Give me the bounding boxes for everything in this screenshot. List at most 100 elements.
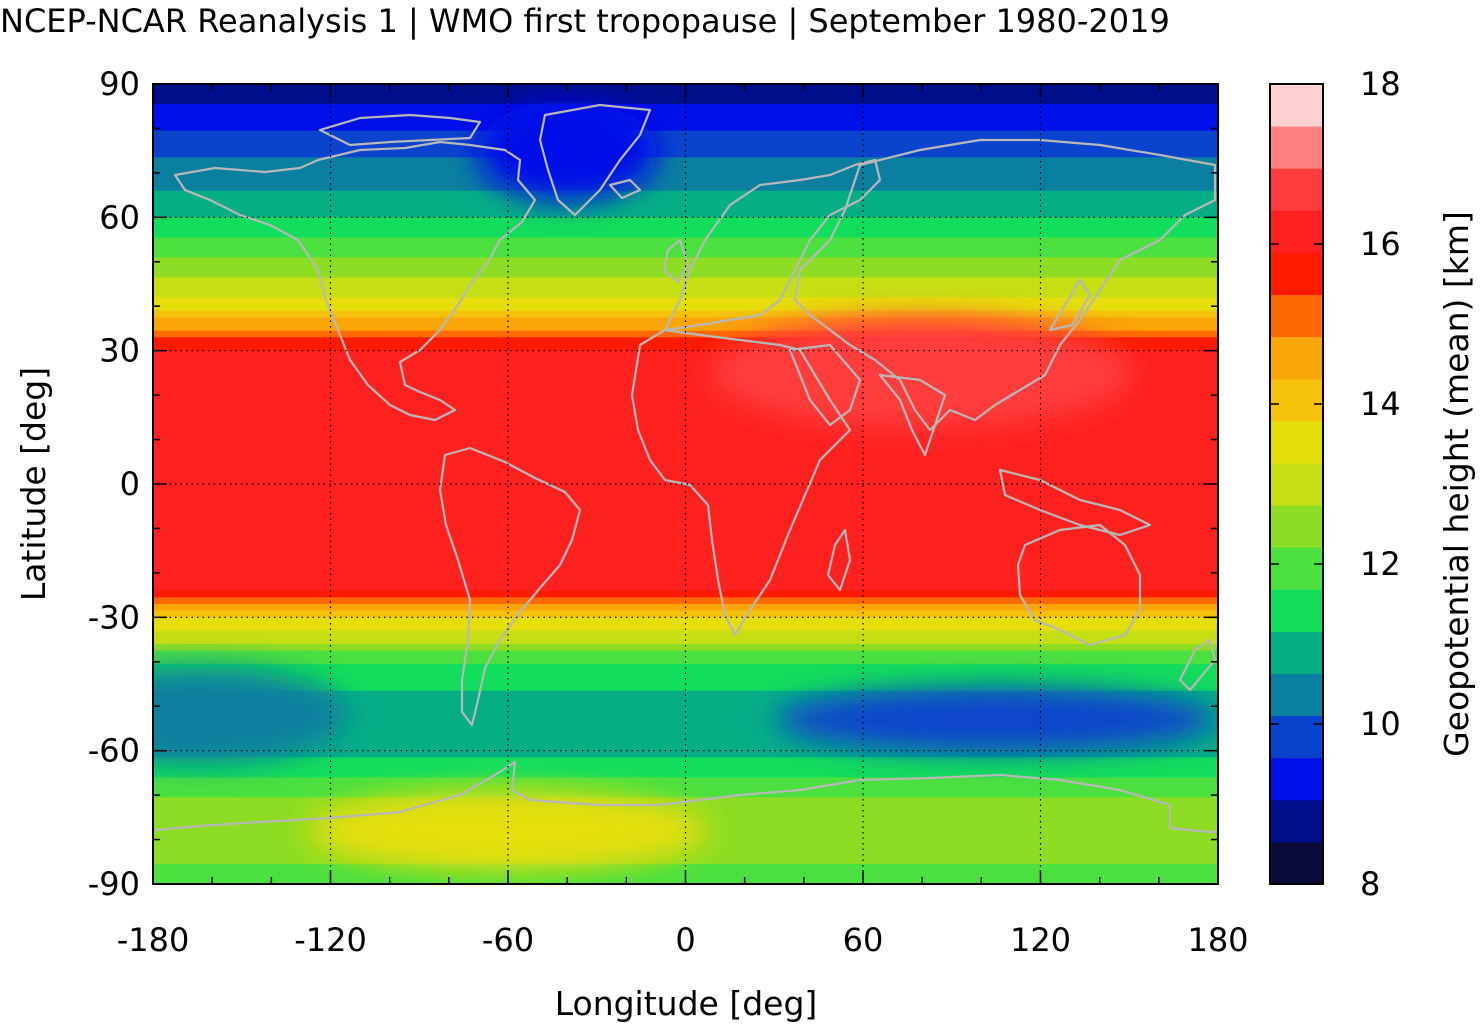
- heatmap-band: [153, 437, 1218, 445]
- heatmap-band: [153, 110, 1218, 118]
- heatmap-band: [153, 424, 1218, 432]
- colorbar-swatch: [1270, 715, 1323, 759]
- x-tick-label: 0: [675, 921, 695, 959]
- heatmap-band: [153, 777, 1218, 785]
- coastline-madagascar: [826, 528, 852, 592]
- heatmap-band: [153, 237, 1218, 245]
- heatmap-band: [153, 684, 1218, 692]
- southern-ocean-minimum: [776, 687, 1217, 752]
- gridlines: [153, 84, 1218, 884]
- heatmap-band: [153, 744, 1218, 752]
- heatmap-band: [153, 364, 1218, 372]
- heatmap-band: [153, 150, 1218, 158]
- heatmap-band: [153, 244, 1218, 252]
- heatmap-band: [153, 210, 1218, 218]
- colorbar-swatch: [1270, 505, 1323, 548]
- colorbar-swatch: [1270, 294, 1323, 338]
- colorbar-swatch: [1270, 462, 1323, 506]
- colorbar-swatch: [1270, 757, 1323, 801]
- heatmap-band: [153, 390, 1218, 398]
- heatmap-band: [153, 270, 1218, 278]
- heatmap-band: [153, 397, 1218, 405]
- heatmap-band: [153, 864, 1218, 872]
- greenland-minimum: [477, 100, 658, 201]
- heatmap-band: [153, 670, 1218, 678]
- heatmap-band: [153, 610, 1218, 618]
- figure-title: NCEP-NCAR Reanalysis 1 | WMO first tropo…: [0, 2, 1170, 40]
- heatmap-band: [153, 770, 1218, 778]
- heatmap-band: [153, 524, 1218, 532]
- coastline-india: [878, 373, 947, 457]
- heatmap-band: [153, 370, 1218, 378]
- colorbar-swatch: [1270, 84, 1323, 127]
- heatmap-band: [153, 330, 1218, 338]
- heatmap-band: [153, 184, 1218, 192]
- heatmap-band: [153, 617, 1218, 625]
- heatmap-band: [153, 344, 1218, 352]
- heatmap-band: [153, 530, 1218, 538]
- y-tick-label: 30: [99, 332, 140, 370]
- colorbar-tick-label: 16: [1360, 225, 1401, 263]
- colorbar-label: Geopotential height (mean) [km]: [1437, 211, 1476, 757]
- heatmap-band: [153, 357, 1218, 365]
- colorbar-swatch: [1270, 420, 1323, 464]
- heatmap-band: [153, 690, 1218, 698]
- heatmap-band: [153, 564, 1218, 572]
- heatmap-band: [153, 490, 1218, 498]
- heatmap-band: [153, 590, 1218, 598]
- heatmap-band: [153, 204, 1218, 212]
- colorbar-swatch: [1270, 547, 1323, 590]
- x-tick-label: 120: [1010, 921, 1071, 959]
- colorbar-swatch: [1270, 168, 1323, 211]
- heatmap-band: [153, 544, 1218, 552]
- coastline-arabia: [788, 343, 862, 427]
- colorbar-swatch: [1270, 210, 1323, 253]
- heatmap-band: [153, 557, 1218, 565]
- heatmap-band: [153, 217, 1218, 225]
- heatmap-band: [153, 117, 1218, 125]
- colorbar-swatch: [1270, 799, 1323, 843]
- axis-ticks: [152, 83, 1219, 885]
- coastline-greenland: [538, 103, 652, 217]
- heatmap-band: [153, 484, 1218, 492]
- coastline-north-america: [173, 140, 537, 422]
- heatmap-band: [153, 650, 1218, 658]
- heatmap-band: [153, 137, 1218, 145]
- south-asia-maximum: [712, 317, 1133, 428]
- y-axis-label: Latitude [deg]: [14, 367, 53, 601]
- heatmap-band: [153, 144, 1218, 152]
- heatmap-band: [153, 704, 1218, 712]
- antarctic-west-maximum: [308, 790, 708, 871]
- heatmap-band: [153, 717, 1218, 725]
- x-tick-label: -60: [482, 921, 534, 959]
- heatmap-band: [153, 304, 1218, 312]
- heatmap-band: [153, 377, 1218, 385]
- colorbar-tick-label: 14: [1360, 385, 1401, 423]
- heatmap-band: [153, 157, 1218, 165]
- heatmap-band: [153, 677, 1218, 685]
- coastline-antarctica: [154, 760, 1218, 834]
- heatmap-band: [153, 170, 1218, 178]
- colorbar-tick-labels: 18 16 14 12 10 8: [1270, 65, 1401, 903]
- heatmap-band: [153, 577, 1218, 585]
- colorbar-swatch: [1270, 126, 1323, 169]
- colorbar-tick-label: 12: [1360, 545, 1401, 583]
- colorbar-swatch: [1270, 378, 1323, 422]
- heatmap-band: [153, 310, 1218, 318]
- y-tick-label: -30: [88, 598, 140, 636]
- colorbar-swatch: [1270, 841, 1323, 885]
- heatmap-band: [153, 404, 1218, 412]
- heatmap-band: [153, 750, 1218, 758]
- south-pacific-minimum: [153, 667, 348, 764]
- heatmap-band: [153, 464, 1218, 472]
- colorbar-tick-label: 10: [1360, 705, 1401, 743]
- coastline-new-zealand: [1178, 638, 1217, 692]
- coastline-africa: [630, 328, 852, 637]
- heatmap-band: [153, 230, 1218, 238]
- heatmap-band: [153, 430, 1218, 438]
- heatmap-band: [153, 297, 1218, 305]
- heatmap-band: [153, 124, 1218, 132]
- heatmap-band: [153, 457, 1218, 465]
- heatmap-band: [153, 804, 1218, 812]
